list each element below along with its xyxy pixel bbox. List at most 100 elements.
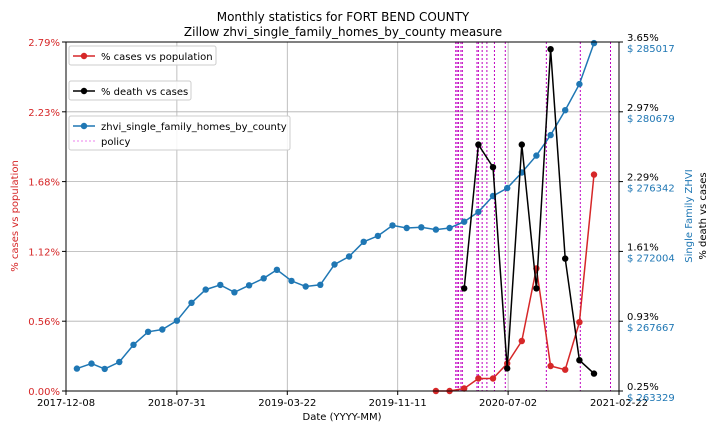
data-point-zhvi-single-family-homes-by-county xyxy=(504,184,511,192)
data-point-zhvi-single-family-homes-by-county xyxy=(88,360,95,367)
data-point-cases-vs-population xyxy=(475,375,482,382)
data-point-zhvi-single-family-homes-by-county xyxy=(475,208,482,216)
right-tick-label-zhvi: $ 267667 xyxy=(627,323,675,334)
data-point-cases-vs-population xyxy=(461,385,468,392)
data-point-zhvi-single-family-homes-by-county xyxy=(374,232,382,240)
data-point-death-vs-cases xyxy=(475,141,482,148)
data-point-death-vs-cases xyxy=(533,285,540,292)
legend-swatch-marker xyxy=(80,122,88,130)
data-point-zhvi-single-family-homes-by-county xyxy=(547,131,554,139)
left-tick-label: 1.12% xyxy=(28,247,60,258)
data-point-zhvi-single-family-homes-by-county xyxy=(331,261,338,268)
data-point-cases-vs-population xyxy=(489,375,497,382)
data-point-zhvi-single-family-homes-by-county xyxy=(273,266,281,273)
data-point-zhvi-single-family-homes-by-county xyxy=(576,80,583,88)
data-point-zhvi-single-family-homes-by-county xyxy=(130,341,137,348)
data-point-zhvi-single-family-homes-by-county xyxy=(288,277,295,285)
data-point-death-vs-cases xyxy=(562,255,569,262)
axes: 0.00% 0.56% 1.12% 1.68% 2.23% 2.79% 2017-12-08… xyxy=(28,33,675,409)
right-tick-label-zhvi: $ 263329 xyxy=(627,393,675,404)
right-tick-label-zhvi: $ 272004 xyxy=(627,253,675,264)
left-tick-label: 2.23% xyxy=(28,108,60,119)
x-tick-label: 2017-12-08 xyxy=(37,398,95,409)
data-point-death-vs-cases xyxy=(461,285,468,292)
legend-box xyxy=(68,80,192,101)
data-point-death-vs-cases xyxy=(590,370,598,377)
data-point-zhvi-single-family-homes-by-county xyxy=(217,281,224,289)
series-line-cases-vs-population xyxy=(435,174,595,392)
data-point-cases-vs-population xyxy=(547,362,554,370)
data-point-zhvi-single-family-homes-by-county xyxy=(317,281,324,288)
data-point-zhvi-single-family-homes-by-county xyxy=(245,282,253,289)
data-point-cases-vs-population xyxy=(518,337,525,345)
legend-label: % cases vs population xyxy=(101,52,213,63)
data-point-zhvi-single-family-homes-by-county xyxy=(446,224,453,232)
plot-frame xyxy=(65,41,620,392)
data-point-zhvi-single-family-homes-by-county xyxy=(188,299,195,306)
left-tick-label: 0.56% xyxy=(28,317,60,328)
legend-label: zhvi_single_family_homes_by_county xyxy=(101,122,287,133)
x-tick-label: 2020-07-02 xyxy=(479,398,537,409)
legend-box xyxy=(68,45,217,66)
legend-label: policy xyxy=(101,137,131,148)
data-point-death-vs-cases xyxy=(576,357,583,364)
left-tick-label: 0.00% xyxy=(28,387,60,398)
data-point-death-vs-cases xyxy=(504,365,511,372)
x-axis-label: Date (YYYY-MM) xyxy=(303,412,382,423)
x-tick-label: 2021-02-22 xyxy=(590,398,648,409)
legend-swatch-marker xyxy=(80,87,88,95)
chart-title: Monthly statistics for FORT BEND COUNTY xyxy=(217,10,470,24)
right-tick-label-death: 2.97% xyxy=(627,103,659,114)
data-point-zhvi-single-family-homes-by-county xyxy=(389,222,396,229)
series-line-death-vs-cases xyxy=(463,49,595,375)
left-tick-label: 1.68% xyxy=(28,178,60,189)
data-point-cases-vs-population xyxy=(576,319,583,326)
data-point-zhvi-single-family-homes-by-county xyxy=(173,317,181,324)
data-point-zhvi-single-family-homes-by-county xyxy=(418,224,425,231)
data-point-zhvi-single-family-homes-by-county xyxy=(461,218,468,225)
right-tick-label-zhvi: $ 285017 xyxy=(627,44,675,55)
data-point-zhvi-single-family-homes-by-county xyxy=(403,224,410,232)
right-axis-label-death: % death vs cases xyxy=(698,172,709,259)
legend-label: % death vs cases xyxy=(101,87,188,98)
left-tick-label: 2.79% xyxy=(28,38,60,49)
data-point-death-vs-cases xyxy=(489,164,497,171)
data-point-cases-vs-population xyxy=(590,171,598,178)
series-lines xyxy=(73,39,598,395)
data-point-zhvi-single-family-homes-by-county xyxy=(533,152,540,159)
data-point-zhvi-single-family-homes-by-county xyxy=(562,107,569,114)
left-axis-label: % cases vs population xyxy=(10,160,21,272)
data-point-zhvi-single-family-homes-by-county xyxy=(345,253,353,260)
data-point-zhvi-single-family-homes-by-county xyxy=(159,326,166,333)
right-tick-label-death: 3.65% xyxy=(627,33,659,44)
data-point-death-vs-cases xyxy=(518,141,525,148)
data-point-zhvi-single-family-homes-by-county xyxy=(260,275,267,282)
x-tick-label: 2019-03-22 xyxy=(258,398,316,409)
data-point-zhvi-single-family-homes-by-county xyxy=(144,328,152,335)
data-point-zhvi-single-family-homes-by-county xyxy=(360,238,367,245)
right-tick-label-zhvi: $ 280679 xyxy=(627,114,675,125)
data-point-zhvi-single-family-homes-by-county xyxy=(101,365,108,373)
right-axis-label-zhvi: Single Family ZHVI xyxy=(684,169,695,262)
data-point-zhvi-single-family-homes-by-county xyxy=(116,358,123,366)
legend: % cases vs population % death vs cases zhv… xyxy=(68,45,291,151)
legend-swatch-marker xyxy=(80,52,88,60)
data-point-zhvi-single-family-homes-by-county xyxy=(231,289,238,296)
right-tick-label-death: 0.25% xyxy=(627,382,659,393)
data-point-cases-vs-population xyxy=(562,366,569,373)
right-tick-label-death: 0.93% xyxy=(627,312,659,323)
data-point-zhvi-single-family-homes-by-county xyxy=(590,39,598,47)
data-point-zhvi-single-family-homes-by-county xyxy=(432,226,440,233)
right-tick-label-death: 1.61% xyxy=(627,242,659,253)
x-tick-label: 2019-11-11 xyxy=(369,398,427,409)
data-point-zhvi-single-family-homes-by-county xyxy=(202,286,209,293)
data-point-zhvi-single-family-homes-by-county xyxy=(302,283,309,290)
legend-box xyxy=(68,115,291,151)
data-point-death-vs-cases xyxy=(547,46,554,53)
x-tick-label: 2018-07-31 xyxy=(148,398,206,409)
chart-subtitle: Zillow zhvi_single_family_homes_by_count… xyxy=(184,25,502,39)
policy-lines xyxy=(455,42,612,391)
right-tick-label-death: 2.29% xyxy=(627,173,659,184)
right-tick-label-zhvi: $ 276342 xyxy=(627,184,675,195)
